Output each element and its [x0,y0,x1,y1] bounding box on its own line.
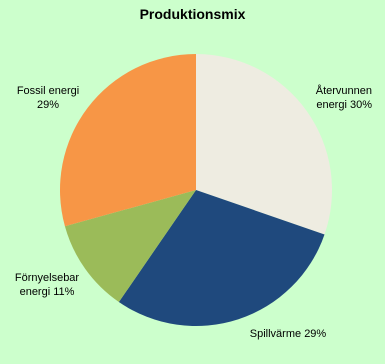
value-label: 29% [304,328,327,340]
category-label: Förnyelsebar energi [14,272,80,298]
value-label: 30% [349,99,372,111]
category-label: Återvunnen energi [315,85,372,111]
slice-label: Spillvärme 29% [238,327,338,341]
slice-label: Förnyelsebar energi 11% [4,271,90,299]
pie-slice [118,190,325,327]
pie-slice [60,54,196,227]
value-label: 11% [53,286,75,298]
pie-slice [196,54,333,235]
slice-label: Återvunnen energi 30% [296,84,372,112]
pie-slice [64,190,196,303]
category-label: Spillvärme [249,328,302,340]
value-label: 29% [36,99,60,111]
slice-label: Fossil energi 29% [8,84,88,112]
category-label: Fossil energi [16,85,80,97]
chart-title: Produktionsmix [139,6,246,22]
